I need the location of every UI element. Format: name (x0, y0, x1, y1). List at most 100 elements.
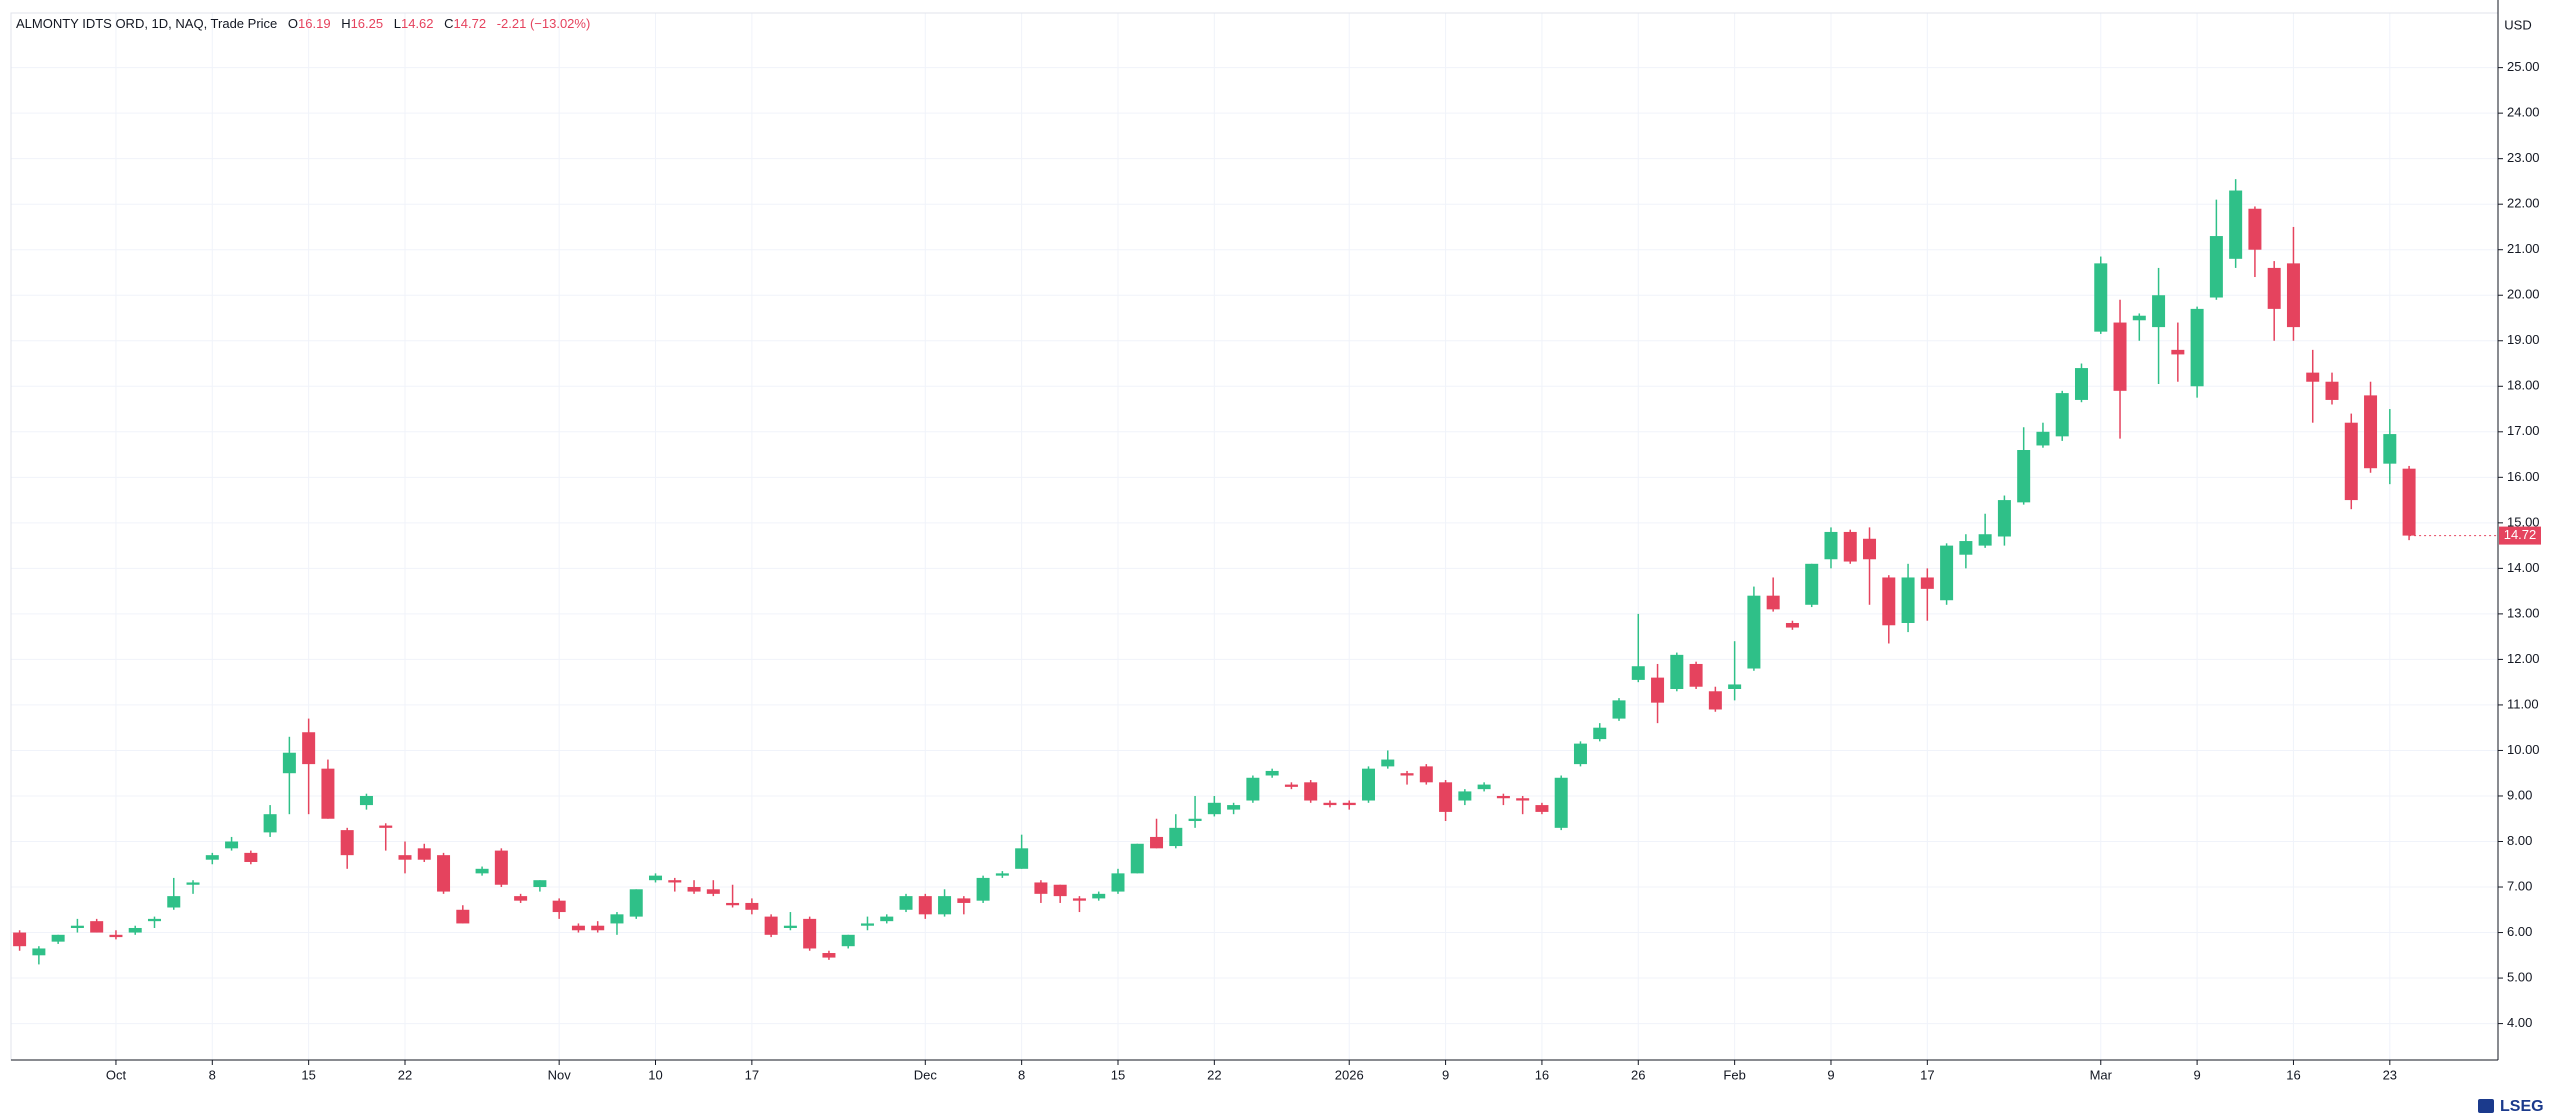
candle-body (2132, 315, 2146, 321)
candle-body (1015, 848, 1029, 869)
candle-body (764, 916, 778, 935)
candle-body (2074, 368, 2088, 400)
x-tick-label: 15 (1111, 1067, 1125, 1082)
change-label: -2.21 (−13.02%) (496, 16, 591, 31)
candle-body (205, 855, 219, 860)
plot-frame (10, 12, 2499, 1061)
ohlc-value: 16.19 (298, 16, 331, 31)
last-price-label: 14.72 (2504, 527, 2537, 542)
candle-body (629, 889, 643, 917)
candle-body (726, 902, 740, 906)
x-tick-label: 23 (2383, 1067, 2397, 1082)
candle-body (860, 923, 874, 926)
grid (11, 13, 2498, 1060)
chart-title: ALMONTY IDTS ORD, 1D, NAQ, Trade Price (16, 16, 278, 31)
candle-body (841, 934, 855, 947)
candle-body (494, 850, 508, 885)
candle-body (1284, 784, 1298, 787)
candle-body (2055, 393, 2069, 437)
candle-body (32, 948, 46, 956)
candle-body (1940, 545, 1954, 601)
candle-body (90, 921, 104, 933)
candle-body (1169, 827, 1183, 847)
candle-body (1246, 777, 1260, 801)
y-tick-label: 7.00 (2507, 878, 2532, 893)
y-tick-label: 11.00 (2507, 696, 2539, 711)
candle-body (2171, 349, 2185, 355)
candle-body (1265, 770, 1279, 776)
y-tick-label: 4.00 (2507, 1015, 2532, 1030)
candle-body (1439, 782, 1453, 812)
candle-body (1651, 677, 1665, 703)
ohlc-key: C (444, 16, 454, 31)
candle-body (610, 914, 624, 924)
candle-body (2209, 236, 2223, 298)
candle-body (456, 909, 470, 924)
candle-body (2152, 295, 2166, 328)
candle-body (340, 830, 354, 856)
candle-body (649, 875, 663, 881)
candle-body (1496, 795, 1510, 799)
candle-body (1400, 773, 1414, 776)
candle-body (186, 882, 200, 885)
candle-body (552, 900, 566, 913)
candle-body (359, 795, 373, 806)
ohlc-key: L (393, 16, 401, 31)
x-tick-label: 22 (398, 1067, 412, 1082)
candle-body (1997, 500, 2011, 537)
candle-body (302, 732, 316, 765)
candle-body (1111, 873, 1125, 892)
x-tick-label: Nov (548, 1067, 572, 1082)
candle-body (571, 925, 585, 931)
candle-body (1612, 700, 1626, 719)
candle-body (321, 768, 335, 819)
candle-body (2402, 468, 2416, 536)
candle-body (2248, 208, 2262, 250)
candle-body (1843, 531, 1857, 562)
candle-body (1535, 805, 1549, 812)
y-tick-label: 16.00 (2507, 469, 2540, 484)
y-tick-label: 24.00 (2507, 105, 2540, 120)
x-tick-label: 8 (209, 1067, 216, 1082)
candle-body (2267, 267, 2281, 309)
candle-body (282, 752, 296, 774)
candle-body (1477, 784, 1491, 790)
candle-body (128, 927, 142, 933)
y-tick-label: 22.00 (2507, 196, 2540, 211)
x-tick-label: Mar (2090, 1067, 2113, 1082)
x-tick-label: Dec (914, 1067, 938, 1082)
candle-body (1381, 759, 1395, 767)
candle-body (822, 953, 836, 958)
candle-body (244, 852, 258, 862)
y-tick-label: 21.00 (2507, 241, 2540, 256)
chart-header: ALMONTY IDTS ORD, 1D, NAQ, Trade Price O… (16, 16, 590, 31)
brand-icon (2478, 1099, 2494, 1113)
y-tick-label: 25.00 (2507, 59, 2540, 74)
candle-body (70, 925, 84, 928)
candle-body (437, 855, 451, 892)
y-tick-label: 10.00 (2507, 742, 2540, 757)
candle-body (109, 934, 123, 938)
candles (13, 179, 2498, 965)
candle-body (783, 925, 797, 928)
candle-body (1227, 805, 1241, 810)
candle-body (1092, 893, 1106, 899)
candle-body (1805, 563, 1819, 605)
ohlc-key: O (287, 16, 299, 31)
y-tick-label: 19.00 (2507, 332, 2540, 347)
candle-body (1573, 743, 1587, 765)
candle-body (1766, 595, 1780, 610)
candle-body (1882, 577, 1896, 626)
candle-body (591, 925, 605, 931)
y-tick-label: 23.00 (2507, 150, 2540, 165)
x-tick-label: 26 (1631, 1067, 1645, 1082)
candle-body (1188, 818, 1202, 822)
candle-body (1708, 691, 1722, 710)
candle-body (2306, 372, 2320, 382)
y-tick-label: 17.00 (2507, 423, 2540, 438)
candle-body (1920, 577, 1934, 589)
candle-body (1554, 777, 1568, 828)
candle-body (2017, 450, 2031, 503)
y-tick-label: 14.00 (2507, 560, 2540, 575)
